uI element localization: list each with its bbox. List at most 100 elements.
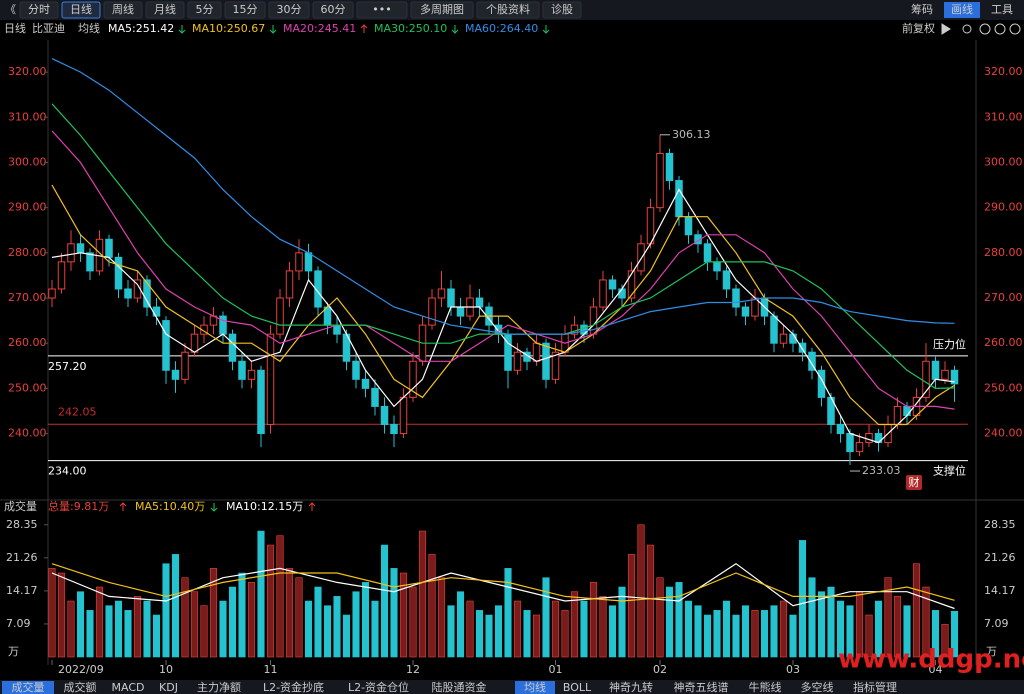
volume-tick-label: 28.35 (6, 518, 38, 531)
volume-bar (504, 568, 512, 658)
candle-body (732, 288, 740, 308)
candle-body (428, 297, 436, 326)
volume-bar (789, 614, 797, 658)
volume-bar (732, 614, 740, 658)
candle-body (770, 315, 778, 344)
bottom-tab[interactable]: L2-资金抄底 (263, 680, 324, 694)
candle-body (532, 342, 541, 362)
bottom-tab[interactable]: 神奇五线谱 (674, 680, 729, 694)
tab-bg[interactable] (103, 1, 143, 19)
candle-body (855, 442, 864, 453)
volume-bar (884, 577, 892, 658)
candle-body (713, 261, 721, 272)
candle-body (950, 369, 959, 385)
tool[interactable]: 画线 (951, 2, 973, 16)
bottom-tab[interactable]: 成交量 (12, 680, 45, 694)
tool[interactable]: 工具 (991, 3, 1013, 16)
candle-body (333, 324, 341, 335)
header-icons[interactable] (941, 23, 1021, 35)
bottom-tab[interactable]: MACD (112, 681, 145, 694)
volume-ma-line (51, 562, 955, 610)
volume-tick-label-right: 21.26 (984, 551, 1016, 564)
candle-body (599, 279, 607, 308)
candle-body (247, 369, 256, 380)
y-tick-label-right: 250.00 (984, 381, 1023, 394)
candle-body (447, 288, 455, 308)
candle-body (865, 433, 873, 444)
volume-bar (760, 610, 769, 658)
tab-bg[interactable] (224, 1, 266, 19)
ma-legend: MA60:264.40 (465, 22, 538, 35)
tool-bg[interactable] (944, 2, 980, 18)
tab[interactable]: 30分 (277, 3, 302, 16)
volume-bar (238, 572, 246, 658)
tab-bg[interactable] (476, 1, 540, 19)
x-tick-label: 12 (406, 663, 420, 676)
tab[interactable]: 个股资料 (486, 2, 530, 16)
volume-bar (143, 600, 151, 658)
ma-line (51, 58, 955, 335)
volume-bar (874, 600, 883, 658)
tab-bg[interactable] (19, 1, 59, 19)
badge-bg[interactable] (906, 475, 922, 490)
bottom-tab[interactable]: 神奇九转 (609, 680, 653, 694)
tab[interactable]: 60分 (321, 3, 346, 16)
tab[interactable]: 分时 (28, 3, 50, 16)
bottom-tab[interactable]: 主力净额 (197, 680, 241, 694)
candle-body (409, 360, 417, 398)
bottom-tab[interactable]: 多空线 (801, 680, 834, 694)
candle-body (67, 243, 75, 263)
tab[interactable]: ••• (372, 3, 391, 16)
tab-bg[interactable] (61, 1, 101, 19)
bottom-tab[interactable]: 牛熊线 (749, 680, 782, 694)
tab[interactable]: 月线 (154, 2, 176, 16)
candle-body (513, 351, 522, 371)
bottom-tab[interactable]: 指标管理 (853, 680, 897, 694)
tab-bg[interactable] (187, 1, 222, 19)
adjust[interactable]: 前复权 (902, 21, 935, 35)
y-tick-label-right: 290.00 (984, 201, 1023, 214)
candle-body (922, 360, 930, 398)
bottom-tab-bg[interactable] (515, 681, 555, 694)
volume-bar (133, 596, 142, 658)
bottom-tab[interactable]: 均线 (524, 680, 546, 694)
bottom-tab[interactable]: 成交额 (64, 680, 97, 694)
bottom-tab[interactable]: KDJ (159, 681, 178, 694)
candle-body (76, 243, 85, 254)
volume-bar (276, 535, 284, 658)
level-label: 257.20 (48, 360, 87, 373)
bottom-tab[interactable]: 陆股通资金 (432, 680, 487, 694)
tab-bg[interactable] (268, 1, 310, 19)
tab[interactable]: 诊股 (551, 2, 573, 16)
ma-label[interactable]: 均线 (78, 21, 100, 35)
bottom-tab[interactable]: BOLL (563, 681, 592, 694)
tab-bg[interactable] (356, 1, 408, 19)
ma-line (51, 188, 955, 444)
tool[interactable]: 筹码 (911, 2, 933, 16)
tab-bg[interactable] (410, 1, 474, 19)
volume-bar (741, 605, 750, 658)
back-icon[interactable]: 《 (5, 3, 16, 16)
tab[interactable]: 日线 (70, 2, 92, 16)
tab-bg[interactable] (312, 1, 354, 19)
candle-body (779, 333, 788, 344)
tab[interactable]: 多周期图 (420, 2, 464, 16)
tab-bg[interactable] (542, 1, 582, 19)
volume-bar (922, 586, 930, 658)
x-tick-label: 10 (159, 663, 173, 676)
candle-body (808, 351, 816, 371)
badge[interactable]: 财 (909, 475, 920, 489)
volume-bar (475, 610, 484, 658)
volume-bar (76, 591, 85, 658)
candle-body (285, 270, 294, 299)
volume-bar (428, 554, 436, 658)
tab[interactable]: 周线 (112, 2, 134, 16)
tab[interactable]: 15分 (233, 3, 258, 16)
tab[interactable]: 5分 (196, 3, 214, 16)
bottom-tab[interactable]: L2-资金仓位 (348, 680, 409, 694)
tab-bg[interactable] (145, 1, 185, 19)
volume-bar (437, 577, 446, 658)
bottom-tab-bg[interactable] (2, 681, 54, 694)
volume-bar (190, 591, 199, 658)
